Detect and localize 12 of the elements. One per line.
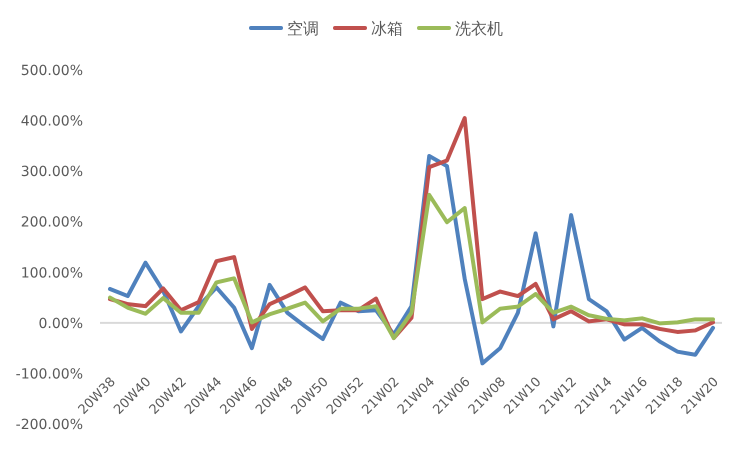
y-tick-label: 100.00% [20,265,83,282]
y-tick-label: 500.00% [20,63,83,79]
legend-label: 洗衣机 [455,19,503,38]
y-tick-label: -200.00% [16,417,83,433]
y-tick-label: 0.00% [38,316,83,332]
y-tick-label: 200.00% [20,214,83,231]
y-tick-label: 400.00% [20,114,83,130]
legend-label: 空调 [287,19,319,38]
y-tick-label: 300.00% [20,164,83,180]
line-series [108,192,715,340]
y-tick-label: -100.00% [16,366,83,382]
legend-label: 冰箱 [371,19,403,38]
